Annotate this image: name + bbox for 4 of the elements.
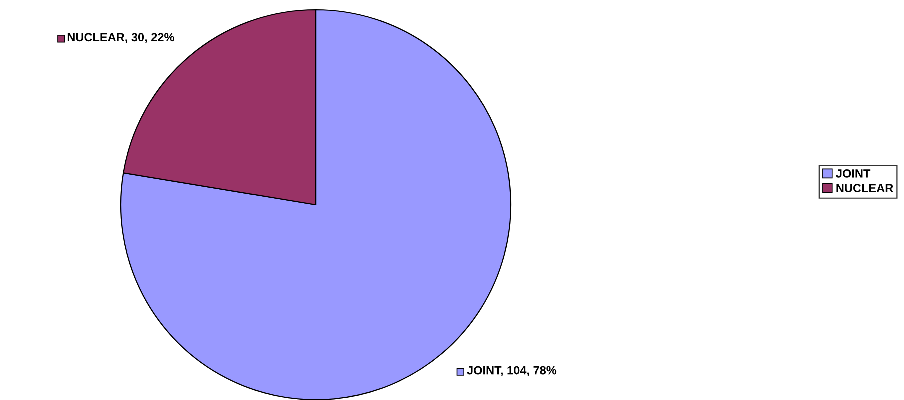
legend-label: JOINT: [836, 170, 871, 178]
data-label: JOINT, 104, 78%: [467, 366, 557, 376]
data-label: NUCLEAR, 30, 22%: [68, 33, 174, 44]
legend-label: NUCLEAR: [836, 184, 894, 193]
